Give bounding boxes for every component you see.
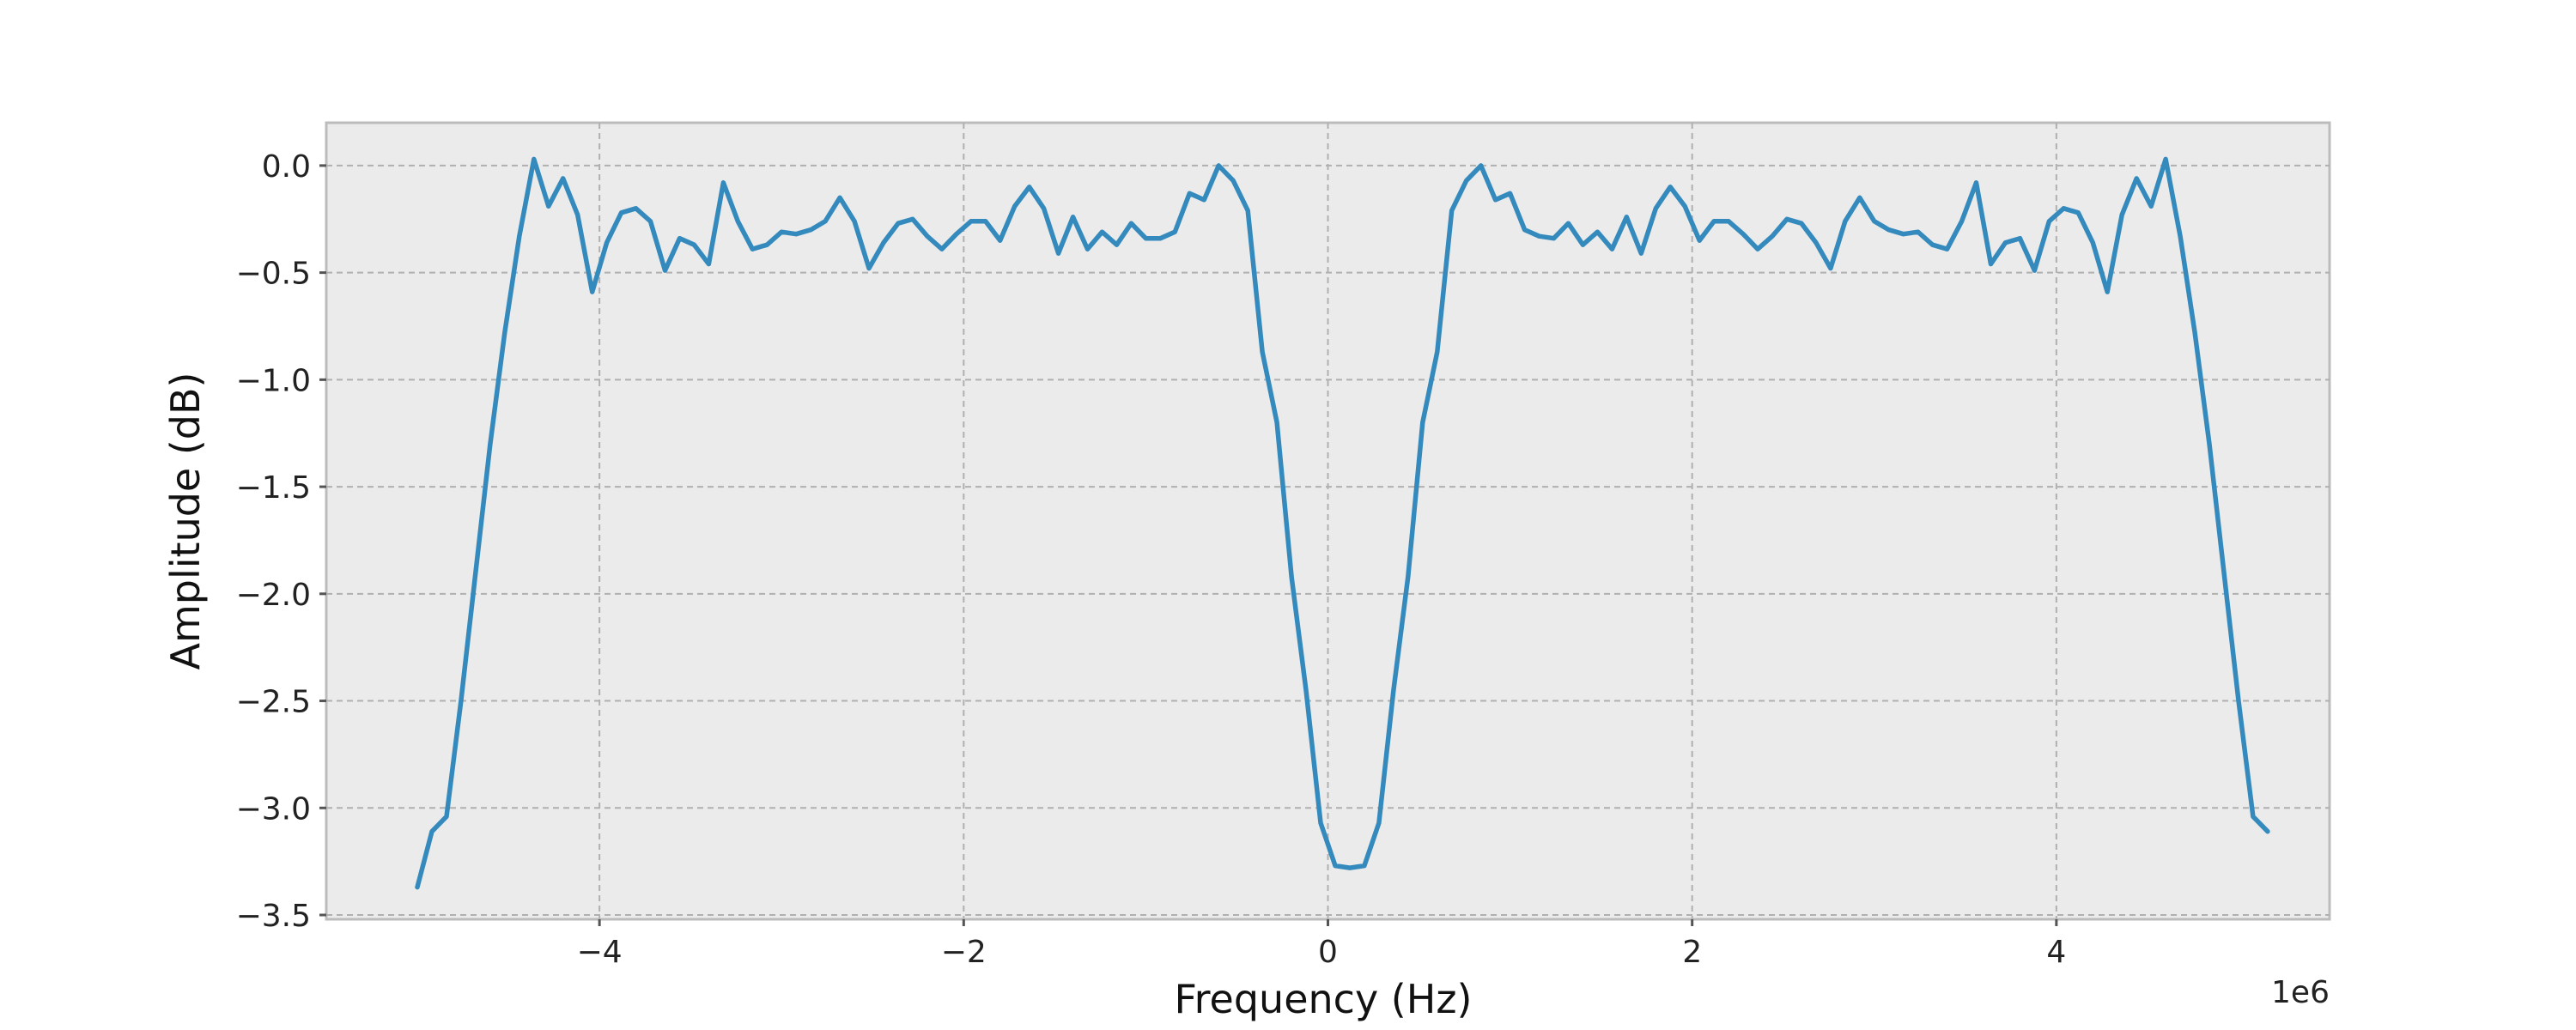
x-tick-label: 2 xyxy=(1682,935,1702,970)
y-tick-label: 0.0 xyxy=(262,149,311,185)
y-tick-label: −2.5 xyxy=(236,685,311,720)
y-axis-label: Amplitude (dB) xyxy=(162,373,209,670)
y-tick-label: −0.5 xyxy=(236,257,311,292)
x-tick-label: 0 xyxy=(1318,935,1338,970)
y-tick-label: −3.5 xyxy=(236,899,311,934)
x-axis-label: Frequency (Hz) xyxy=(1175,976,1473,1022)
y-tick-label: −2.0 xyxy=(236,578,311,613)
y-tick-label: −3.0 xyxy=(236,791,311,827)
x-tick-label: 4 xyxy=(2046,935,2066,970)
y-tick-label: −1.5 xyxy=(236,470,311,506)
grid xyxy=(326,123,2330,919)
x-tick-label: −4 xyxy=(577,935,623,970)
series-layer xyxy=(415,156,2270,890)
axis-ticks: −4 −2 0 2 4 0.0 −0.5 −1.0 −1.5 −2.0 −2.5 −3.0 −3.5 xyxy=(236,149,2067,970)
x-tick-label: −2 xyxy=(941,935,987,970)
plot-area xyxy=(325,121,2331,921)
x-axis-offset-label: 1e6 xyxy=(2271,975,2330,1010)
series-line xyxy=(415,156,2270,890)
y-tick-label: −1.0 xyxy=(236,363,311,398)
